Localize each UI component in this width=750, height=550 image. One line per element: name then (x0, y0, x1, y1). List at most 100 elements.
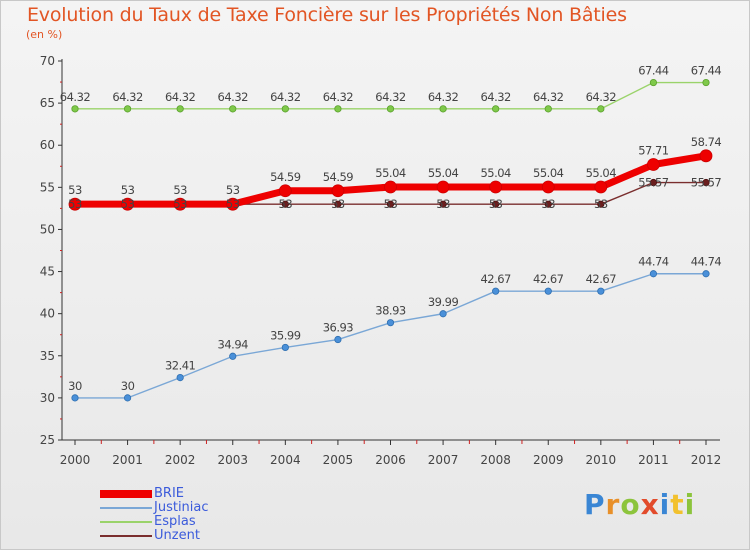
data-label-justiniac: 44.74 (691, 255, 722, 269)
legend-label: Unzent (154, 528, 200, 543)
data-point-brie (278, 184, 292, 198)
y-tick-label: 25 (40, 433, 55, 447)
data-point-brie (384, 180, 397, 194)
x-tick-label: 2003 (217, 453, 248, 467)
legend-swatch (100, 535, 152, 537)
legend-item-unzent: Unzent (100, 528, 300, 543)
data-point-justiniac (439, 310, 447, 318)
data-point-justiniac (176, 373, 184, 382)
data-point-esplas (71, 105, 79, 113)
data-point-unzent (544, 200, 552, 208)
y-tick-label: 45 (40, 265, 55, 279)
data-label-brie: 55.04 (375, 166, 406, 180)
data-label-unzent: 53 (226, 197, 240, 211)
data-label-brie: 57.71 (638, 144, 669, 158)
data-label-brie: 55.04 (533, 166, 564, 180)
legend-label: Esplas (154, 514, 196, 529)
data-label-brie: 55.04 (480, 166, 511, 180)
data-label-esplas: 67.44 (691, 64, 722, 78)
data-point-justiniac (123, 394, 132, 402)
data-label-unzent: 53 (384, 197, 398, 211)
y-tick-label: 50 (40, 222, 55, 236)
x-tick-label: 2012 (691, 453, 722, 467)
data-point-unzent (334, 200, 342, 208)
data-point-esplas (176, 105, 184, 113)
data-point-brie (647, 158, 660, 171)
chart-unit-label: (en %) (26, 28, 63, 41)
x-tick-label: 2002 (165, 453, 196, 467)
data-point-esplas (439, 105, 447, 113)
data-point-unzent (281, 200, 289, 208)
x-tick-label: 2008 (480, 453, 511, 467)
data-label-unzent: 53 (541, 197, 555, 211)
data-label-esplas: 64.32 (480, 90, 511, 104)
data-label-unzent: 53 (331, 197, 345, 211)
y-tick-label: 35 (40, 349, 55, 363)
data-label-justiniac: 42.67 (533, 272, 564, 286)
data-point-justiniac (281, 343, 289, 352)
data-point-brie (331, 184, 345, 198)
legend-item-esplas: Esplas (100, 514, 300, 529)
data-point-brie (68, 197, 82, 211)
data-label-unzent: 53 (594, 197, 608, 211)
data-point-esplas (229, 105, 237, 113)
data-label-brie: 53 (226, 183, 240, 197)
x-tick-label: 2004 (270, 453, 301, 467)
data-point-justiniac (492, 287, 500, 295)
data-point-brie (699, 149, 713, 163)
data-label-esplas: 64.32 (165, 90, 196, 104)
data-point-unzent (439, 200, 447, 208)
data-label-brie: 53 (68, 183, 82, 197)
data-point-unzent (386, 200, 395, 208)
data-label-brie: 54.59 (270, 170, 301, 184)
x-tick-label: 2000 (60, 453, 91, 467)
y-tick-label: 70 (40, 54, 55, 68)
y-tick-label: 40 (40, 307, 55, 321)
data-label-justiniac: 39.99 (428, 295, 459, 309)
x-tick-label: 2005 (323, 453, 354, 467)
legend-label: BRIE (154, 486, 184, 501)
data-label-unzent: 53 (173, 197, 187, 211)
data-label-justiniac: 34.94 (218, 337, 249, 351)
data-point-justiniac (386, 319, 395, 327)
data-label-brie: 54.59 (323, 170, 354, 184)
data-point-justiniac (702, 270, 710, 278)
data-point-esplas (492, 105, 500, 113)
legend-swatch (100, 507, 152, 509)
data-point-unzent (597, 200, 605, 208)
data-point-justiniac (334, 335, 342, 344)
data-point-esplas (281, 105, 289, 113)
series-line-justiniac (74, 273, 707, 399)
data-label-esplas: 64.32 (112, 90, 143, 104)
data-label-brie: 53 (121, 183, 135, 197)
data-point-unzent (702, 178, 710, 187)
data-label-unzent: 53 (489, 197, 503, 211)
data-label-unzent: 55.57 (691, 176, 722, 190)
data-label-esplas: 64.32 (270, 90, 301, 104)
x-tick-label: 2001 (112, 453, 143, 467)
data-point-unzent (649, 178, 658, 187)
legend-item-brie: BRIE (100, 486, 300, 501)
data-label-esplas: 64.32 (323, 90, 354, 104)
data-point-esplas (386, 105, 395, 113)
legend-swatch (100, 490, 152, 498)
data-label-brie: 55.04 (428, 166, 459, 180)
data-label-justiniac: 30 (68, 379, 82, 393)
data-label-brie: 58.74 (691, 135, 722, 149)
y-tick-label: 60 (40, 138, 55, 152)
data-label-unzent: 53 (121, 197, 135, 211)
data-point-esplas (702, 78, 710, 87)
legend-swatch (100, 521, 152, 523)
data-label-brie: 55.04 (586, 166, 617, 180)
data-label-esplas: 64.32 (428, 90, 459, 104)
data-label-justiniac: 38.93 (375, 304, 406, 318)
data-point-esplas (649, 78, 658, 87)
chart-title: Evolution du Taux de Taxe Foncière sur l… (27, 4, 627, 26)
data-label-brie: 53 (173, 183, 187, 197)
data-label-esplas: 64.32 (218, 90, 249, 104)
data-point-justiniac (597, 287, 605, 295)
data-label-esplas: 64.32 (586, 90, 617, 104)
legend-item-justiniac: Justiniac (100, 500, 300, 515)
legend-label: Justiniac (154, 500, 209, 515)
